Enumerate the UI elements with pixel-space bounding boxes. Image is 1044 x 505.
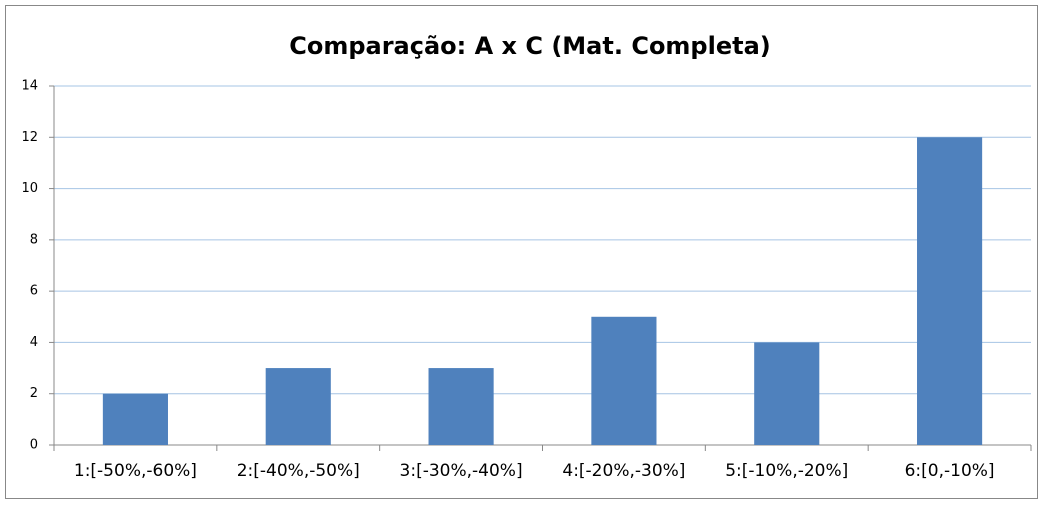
y-tick-label: 4 [30,335,38,350]
x-tick-label: 6:[0,-10%] [905,461,995,481]
x-tick-label: 4:[-20%,-30%] [562,461,685,481]
y-tick-label: 14 [21,79,38,94]
bar [428,368,494,445]
bar [754,342,820,445]
chart-border [5,5,1038,499]
bar [102,393,168,445]
x-tick-label: 3:[-30%,-40%] [400,461,523,481]
y-tick-label: 0 [30,438,38,453]
x-tick-label: 5:[-10%,-20%] [725,461,848,481]
y-tick-label: 12 [21,130,38,145]
x-tick-label: 2:[-40%,-50%] [237,461,360,481]
y-tick-label: 8 [30,232,38,247]
chart-title: Comparação: A x C (Mat. Completa) [289,32,771,60]
x-tick-label: 1:[-50%,-60%] [74,461,197,481]
bar [591,316,657,445]
bar [917,137,983,446]
y-tick-label: 6 [30,284,38,299]
bar [265,368,331,445]
y-tick-label: 2 [30,386,38,401]
y-tick-label: 10 [21,181,38,196]
